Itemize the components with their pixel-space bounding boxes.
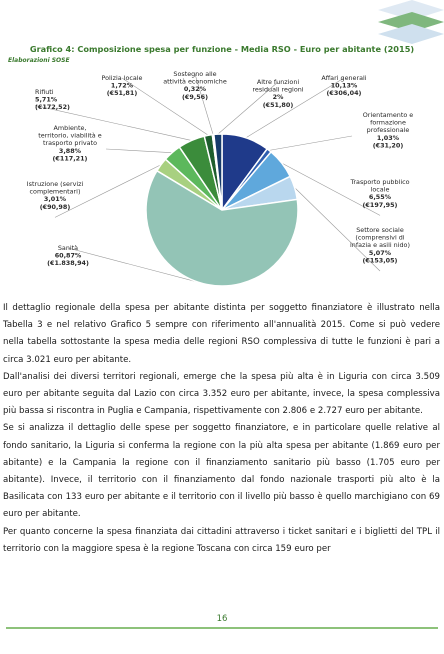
- slice-label-2: Orientamento e formazione professionale 1,0…: [363, 111, 413, 149]
- page-number: 16: [216, 614, 228, 624]
- slice-label-9: Polizia locale 1,72% (€51,81): [102, 74, 143, 97]
- footer-divider: [6, 627, 438, 629]
- slice-label-1: Affari generali 10,13% (€306,04): [321, 74, 366, 97]
- leader-line-7: [105, 148, 173, 153]
- slice-label-8: Rifiuti 5,71% (€172,52): [35, 88, 70, 111]
- leader-line-5: [67, 247, 207, 285]
- paragraph-3: Se si analizza il dettaglio delle spese …: [3, 423, 440, 520]
- slice-label-7: Ambiente, territorio, viabilità e trasport…: [38, 124, 101, 162]
- stacked-chevron-logo-icon: [378, 0, 444, 44]
- pie-chart: Affari generali 10,13% (€306,04) Orientamen…: [27, 70, 413, 287]
- slice-label-11: Altre funzioni residuali regioni 2% (€51,80…: [252, 78, 303, 109]
- paragraph-2: Dall'analisi dei diversi territori regio…: [3, 371, 440, 417]
- leader-line-9: [121, 77, 209, 136]
- paragraph-4: Per quanto concerne la spesa finanziata …: [3, 526, 440, 554]
- slice-label-5: Sanità 60,87% (€1.838,94): [47, 244, 89, 267]
- leader-line-4: [294, 187, 381, 272]
- slice-label-4: Settore sociale (comprensivi di infazia e …: [350, 226, 410, 264]
- slice-label-3: Trasporto pubblico locale 6,55% (€197,95): [349, 178, 409, 209]
- chart-source: Elaborazioni SOSE: [8, 57, 70, 64]
- leader-line-3: [281, 162, 381, 216]
- leader-line-8: [34, 105, 192, 141]
- leader-line-6: [54, 164, 162, 218]
- leader-line-1: [245, 77, 345, 139]
- pie-slice-5: [145, 169, 299, 287]
- leader-line-10: [194, 73, 214, 135]
- leader-line-2: [269, 135, 353, 151]
- leader-line-11: [217, 81, 279, 135]
- slice-label-10: Sostegno alle attività economiche 0,32% (€9…: [163, 70, 227, 101]
- chart-title: Grafico 4: Composizione spesa per funzio…: [29, 44, 415, 54]
- body-text: Il dettaglio regionale della spesa per a…: [3, 300, 440, 558]
- slice-label-6: Istruzione (servizi complementari) 3,01% (€…: [27, 180, 84, 211]
- paragraph-1: Il dettaglio regionale della spesa per a…: [3, 303, 440, 365]
- pie-slice-11: [213, 133, 223, 211]
